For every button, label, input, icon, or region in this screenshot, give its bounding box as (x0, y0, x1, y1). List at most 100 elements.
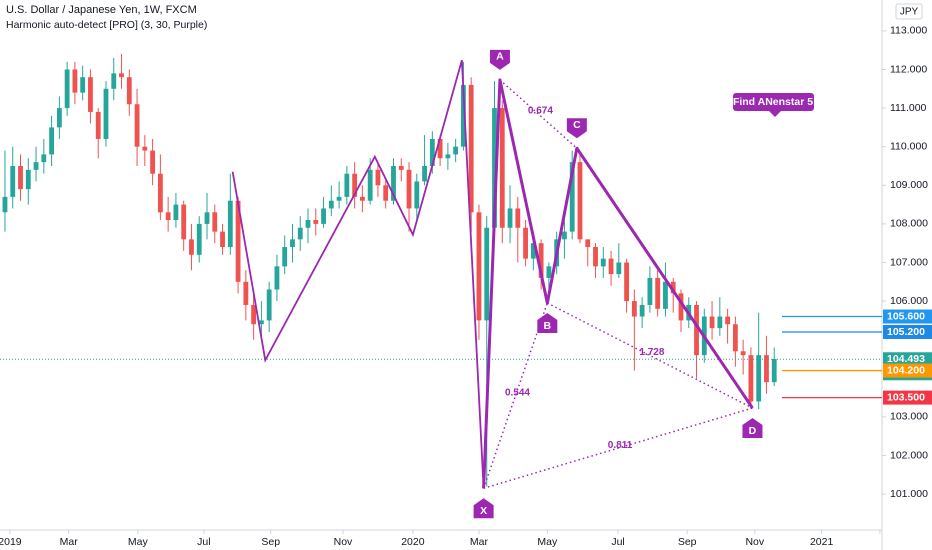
zigzag (231, 59, 485, 489)
price-tag-label: 103.500 (887, 391, 925, 403)
candle-body (406, 169, 412, 209)
candle-body (95, 111, 101, 139)
x-tick-label: Nov (334, 536, 353, 548)
price-tag (883, 390, 932, 405)
candle-body (468, 84, 474, 213)
candle-body (562, 231, 567, 240)
price-tag (883, 309, 932, 324)
ratio-line (482, 302, 549, 489)
x-tick-label: 2021 (810, 536, 834, 548)
pattern-point-label: D (749, 425, 757, 437)
ratio-line (483, 407, 753, 490)
candle-body (655, 277, 661, 309)
x-tick-label: Sep (261, 536, 280, 548)
candle-body (10, 165, 16, 197)
candle-body (647, 277, 653, 305)
candle-body (134, 104, 140, 147)
candle-body (663, 281, 668, 309)
candle-body (740, 351, 746, 356)
candle-body (507, 208, 513, 228)
candle-body (694, 304, 699, 356)
candle-body (764, 355, 769, 383)
candle-body (383, 185, 389, 201)
candle-body (80, 77, 86, 93)
candle-body (422, 165, 427, 182)
candle-body (212, 212, 218, 232)
pattern-point-label: C (573, 119, 581, 131)
candle-body (476, 212, 482, 321)
candle-body (173, 204, 179, 221)
annotation: Find ANenstar 5 (733, 96, 813, 108)
x-tick-label: Jul (611, 536, 624, 548)
candle-body (600, 258, 606, 267)
y-tick-label: 112.000 (890, 63, 927, 75)
ratio-label: 1.728 (639, 347, 664, 358)
y-tick-label: 108.000 (890, 218, 928, 230)
chart-title: U.S. Dollar / Japanese Yen, 1W, FXCM (6, 4, 197, 16)
x-tick-label: Sep (678, 536, 697, 548)
ratio-label: 0.544 (505, 387, 530, 398)
candle-body (220, 231, 225, 248)
y-tick-label: 103.000 (890, 411, 928, 423)
x-tick-label: May (128, 536, 149, 548)
candle-body (523, 227, 528, 259)
pattern-point-marker (537, 313, 558, 334)
candle-body (546, 266, 552, 278)
candle-body (771, 358, 777, 383)
candle-body (492, 108, 497, 228)
currency[interactable]: JPY (900, 7, 919, 18)
ratio-label: 0.674 (528, 106, 553, 117)
x-tick-label: 2020 (401, 536, 425, 548)
annotation-pointer (769, 111, 781, 117)
candle-body (336, 196, 342, 201)
y-tick-label: 113.000 (890, 25, 927, 37)
candle-body (391, 165, 396, 201)
candle-body (437, 138, 443, 159)
candle-body (484, 227, 490, 321)
candle-body (157, 173, 163, 213)
candle-body (670, 281, 676, 294)
candle-body (367, 169, 373, 201)
pattern-point-marker (566, 118, 587, 139)
x-tick-label: 2019 (0, 536, 22, 548)
pattern-point-label: A (496, 51, 504, 63)
candle-body (297, 227, 303, 240)
candle-body (181, 204, 187, 240)
ratio-label: 0.811 (608, 440, 633, 451)
x-tick-label: Mar (60, 536, 79, 548)
candle-body (375, 169, 381, 186)
x-tick-label: May (537, 536, 558, 548)
candle-body (227, 200, 233, 248)
price-tag-label: 105.200 (887, 326, 925, 338)
candle-body (33, 162, 39, 170)
currency-box[interactable] (895, 3, 923, 20)
candle-body (189, 239, 194, 255)
candle-body (414, 181, 420, 209)
price-tag (883, 363, 932, 378)
candle-body (398, 165, 404, 170)
y-tick-label: 111.000 (890, 102, 927, 114)
candle-body (585, 239, 591, 248)
candle-body (56, 108, 62, 128)
ratio-line (499, 79, 578, 149)
candle-body (165, 212, 171, 221)
candle-body (126, 77, 132, 105)
candle-body (251, 304, 257, 325)
candle-body (756, 355, 762, 402)
candle-body (25, 169, 31, 190)
candle-body (235, 200, 241, 282)
candle-body (103, 88, 109, 139)
y-tick-label: 110.000 (890, 140, 927, 152)
candle-body (196, 223, 202, 255)
y-tick-label: 101.000 (890, 488, 928, 500)
candle-body (290, 239, 295, 248)
candle-body (266, 289, 272, 321)
candle-body (344, 173, 350, 197)
candle-body (305, 220, 311, 228)
y-tick-label: 102.000 (890, 449, 928, 461)
candle-body (631, 301, 637, 317)
candle-body (328, 200, 334, 209)
candle-body (41, 154, 47, 163)
